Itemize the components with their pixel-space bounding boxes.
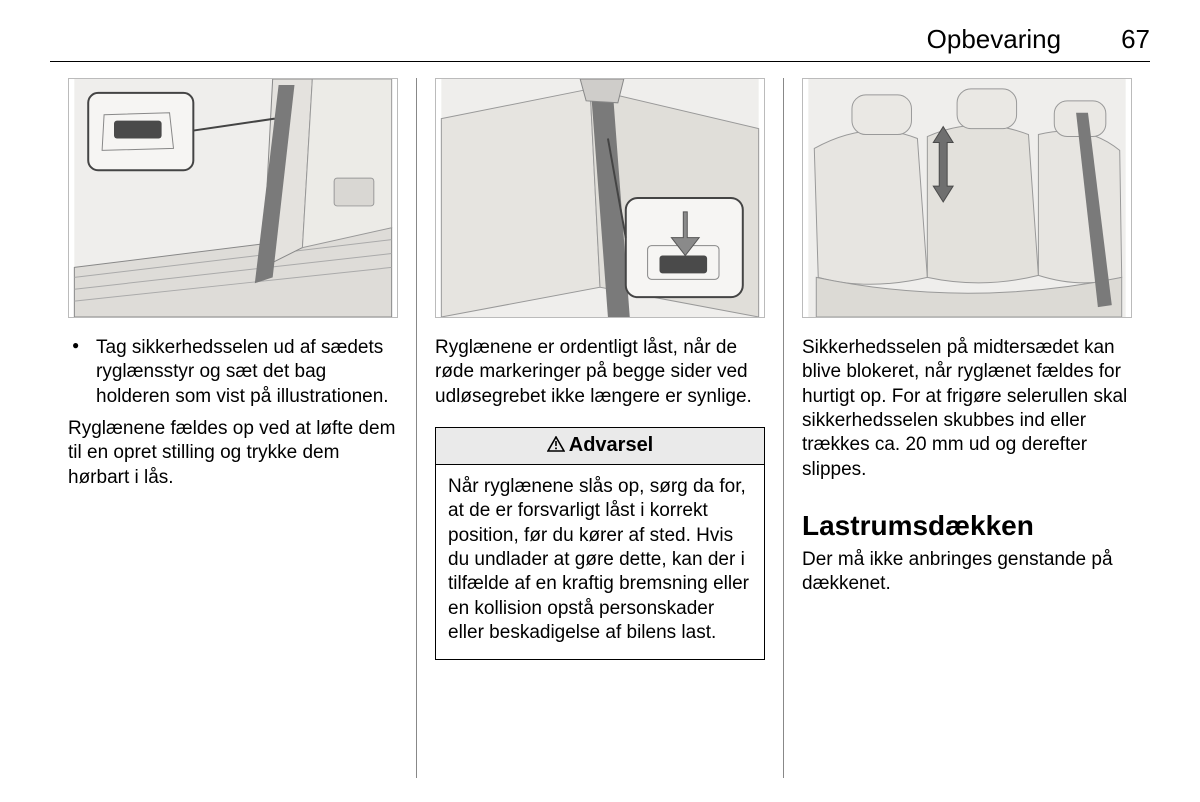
bullet-item: Tag sikkerhedsselen ud af sædets ryglæns… [96,336,398,409]
page-header: Opbevaring 67 [50,24,1150,62]
content-columns: Tag sikkerhedsselen ud af sædets ryglæns… [50,78,1150,778]
warning-box: Advarsel Når ryglænene slås op, sørg da … [435,427,765,660]
warning-title: Advarsel [436,428,764,465]
warning-body: Når ryglænene slås op, sørg da for, at d… [436,465,764,659]
bullet-list: Tag sikkerhedsselen ud af sædets ryglæns… [68,336,398,409]
column-3: Sikkerhedsselen på midtersædet kan blive… [783,78,1150,778]
column-2: Ryglænene er ordentligt låst, når de rød… [416,78,783,778]
paragraph: Der må ikke anbringes genstande på dække… [802,548,1132,597]
heading-lastrumsdaekken: Lastrumsdækken [802,510,1132,542]
figure-belt-holder [68,78,398,318]
manual-page: Opbevaring 67 [0,0,1200,802]
paragraph: Ryglænene er ordentligt låst, når de rød… [435,336,765,409]
figure-center-belt [802,78,1132,318]
paragraph: Ryglænene fældes op ved at løfte dem til… [68,417,398,490]
warning-icon [547,435,565,458]
figure-backrest-lock [435,78,765,318]
warning-title-text: Advarsel [569,434,654,456]
section-title: Opbevaring [927,24,1061,55]
column-1: Tag sikkerhedsselen ud af sædets ryglæns… [50,78,416,778]
page-number: 67 [1121,24,1150,55]
paragraph: Sikkerhedsselen på midtersædet kan blive… [802,336,1132,482]
